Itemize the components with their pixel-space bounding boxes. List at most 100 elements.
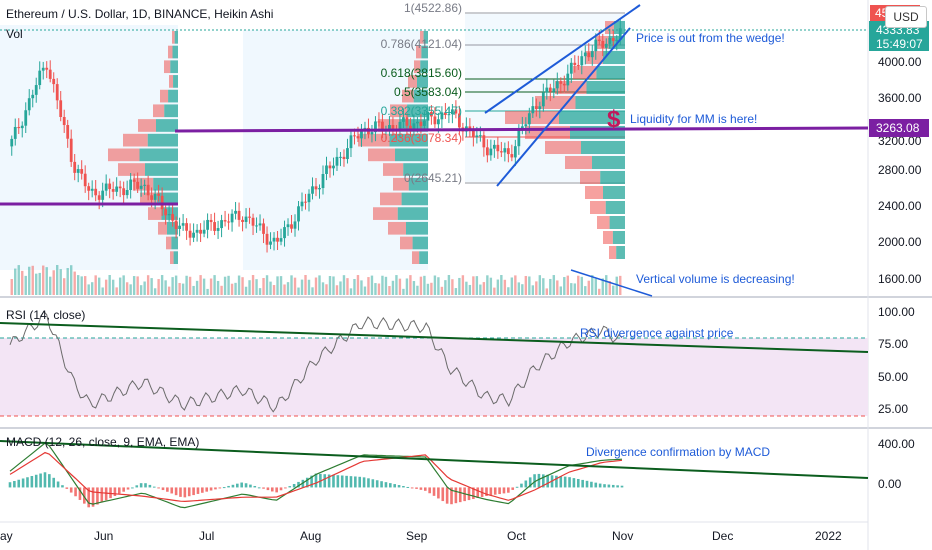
wedge-upper-line[interactable] xyxy=(484,4,641,114)
candle-body xyxy=(377,121,381,123)
volume-trend-line[interactable] xyxy=(570,269,653,297)
candle-body xyxy=(153,193,157,200)
volume-bar xyxy=(241,277,244,295)
candle-body xyxy=(349,135,353,149)
volume-bar xyxy=(367,277,370,295)
macd-hist-bar xyxy=(201,487,204,493)
currency-button[interactable]: USD xyxy=(885,6,927,28)
macd-trend-line[interactable] xyxy=(0,440,869,479)
macd-hist-bar xyxy=(332,474,335,488)
candle-body xyxy=(248,216,251,218)
volume-bar xyxy=(56,265,59,295)
volume-profile-bar xyxy=(156,119,178,132)
candle-body xyxy=(604,43,608,48)
candle-body xyxy=(146,184,150,196)
time-tick: Jul xyxy=(199,529,214,543)
fib-label: 0.618(3815.60) xyxy=(381,66,462,80)
volume-bar xyxy=(216,280,220,295)
candle-body xyxy=(97,195,101,200)
candle-body xyxy=(580,56,584,66)
liquidity-level-line[interactable] xyxy=(174,126,869,133)
macd-hist-bar xyxy=(161,487,165,491)
volume-bar xyxy=(412,281,416,295)
volume-bar xyxy=(556,280,559,295)
volume-bar xyxy=(342,275,346,295)
volume-profile-bar xyxy=(402,89,414,103)
rsi-tick: 25.00 xyxy=(878,402,908,416)
volume-profile-bar xyxy=(172,31,175,44)
macd-hist-bar xyxy=(266,487,270,491)
macd-hist-bar xyxy=(406,486,410,488)
volume-profile-bar xyxy=(170,251,174,264)
volume-profile-bar xyxy=(397,207,428,220)
macd-hist-bar xyxy=(472,487,475,500)
candle-body xyxy=(160,195,164,210)
volume-bar xyxy=(486,275,489,295)
macd-hist-bar xyxy=(218,487,222,489)
macd-hist-bar xyxy=(340,475,344,488)
macd-hist-bar xyxy=(327,474,331,488)
macd-hist-bar xyxy=(590,481,593,488)
fib-label: 1(4522.86) xyxy=(404,1,462,15)
volume-bar xyxy=(42,265,45,295)
volume-profile-bar xyxy=(401,192,428,206)
macd-hist-bar xyxy=(152,486,156,488)
volume-profile-bar xyxy=(603,186,625,199)
volume-profile-bar xyxy=(383,163,404,176)
volume-profile-bar xyxy=(171,236,178,250)
candle-body xyxy=(608,38,612,44)
volume-bar xyxy=(587,280,590,295)
macd-hist-bar xyxy=(13,480,16,488)
candle-body xyxy=(576,64,580,66)
macd-hist-bar xyxy=(515,486,519,488)
volume-profile-bar xyxy=(145,163,178,176)
volume-profile-bar xyxy=(153,177,178,191)
wedge-lower-line[interactable] xyxy=(496,27,631,187)
price-tick: 2000.00 xyxy=(878,235,922,249)
countdown: 15:49:07 xyxy=(876,37,923,51)
candle-body xyxy=(38,70,42,86)
candle-body xyxy=(321,173,325,189)
volume-bar xyxy=(423,275,426,295)
range-box xyxy=(0,25,178,270)
volume-bar xyxy=(612,285,615,295)
macd-hist-bar xyxy=(572,478,576,488)
candle-body xyxy=(534,106,538,110)
volume-profile-bar xyxy=(358,133,390,147)
candle-body xyxy=(13,126,17,139)
macd-hist-bar xyxy=(275,487,278,493)
volume-bars xyxy=(10,265,622,295)
volume-profile-bar xyxy=(605,201,625,214)
volume-bar xyxy=(237,275,241,295)
volume-bar xyxy=(297,287,300,295)
volume-profile-bar xyxy=(164,104,178,118)
macd-hist-bar xyxy=(432,487,436,496)
candle-body xyxy=(195,229,199,233)
macd-hist-bar xyxy=(192,487,195,496)
volume-bar xyxy=(496,279,500,295)
macd-hist-bar xyxy=(415,487,418,489)
macd-panel[interactable] xyxy=(0,428,868,522)
candle-body xyxy=(559,81,563,84)
volume-bar xyxy=(206,288,209,295)
macd-hist-bar xyxy=(305,477,309,488)
candle-body xyxy=(209,219,213,223)
volume-bar xyxy=(325,284,328,295)
macd-hist-bar xyxy=(336,475,340,488)
volume-bar xyxy=(181,283,185,295)
volume-profile-bar xyxy=(153,104,165,118)
volume-bar xyxy=(167,286,171,295)
macd-hist-bar xyxy=(39,473,42,488)
rsi-trend-line[interactable] xyxy=(0,322,869,353)
volume-bar xyxy=(87,284,90,295)
volume-bar xyxy=(608,281,611,295)
candle-body xyxy=(437,119,440,125)
level-price-tag xyxy=(869,119,929,137)
macd-hist-bar xyxy=(489,487,493,496)
volume-bar xyxy=(528,276,531,295)
candle-body xyxy=(139,185,143,189)
macd-hist-bar xyxy=(157,487,160,489)
candle-body xyxy=(339,156,342,158)
volume-bar xyxy=(409,275,412,295)
